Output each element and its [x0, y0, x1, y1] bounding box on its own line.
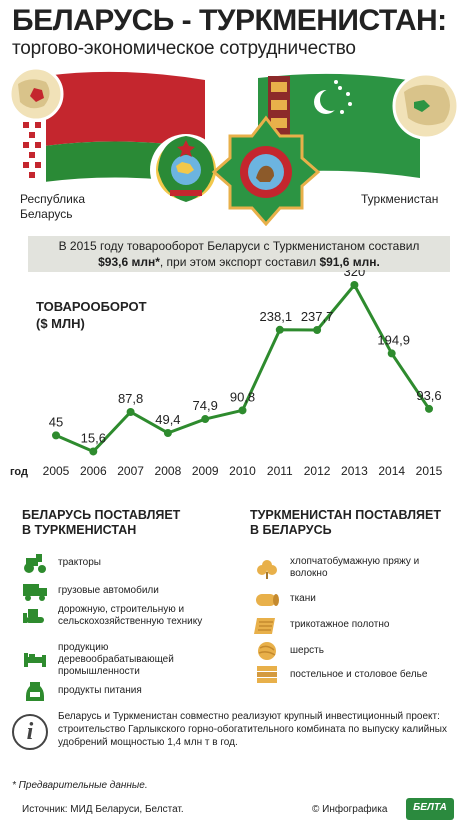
x-tick-label: 2014: [378, 464, 405, 478]
summary-line-1: В 2015 году товарооборот Беларуси с Турк…: [58, 239, 420, 253]
fabric-roll-icon: [254, 588, 280, 610]
list-item: тракторы: [22, 552, 222, 574]
tractor-icon: [22, 552, 48, 574]
belta-logo: БЕЛТА: [406, 798, 454, 820]
x-tick-label: 2011: [267, 464, 293, 478]
turkmenistan-emblem-icon: [211, 115, 321, 227]
investment-note: i Беларусь и Туркменистан совместно реал…: [12, 710, 458, 758]
data-point: [238, 406, 247, 415]
summary-line-2: $93,6 млн*, при этом экспорт составил $9…: [28, 255, 450, 269]
turkmenistan-label: Туркменистан: [361, 192, 439, 206]
source: Источник: МИД Беларуси, Белстат.: [22, 804, 184, 815]
list-item: ткани: [254, 588, 454, 610]
footnote: * Предварительные данные.: [12, 780, 148, 791]
data-label: 237,7: [301, 309, 334, 324]
summary-box: В 2015 году товарооборот Беларуси с Турк…: [28, 236, 450, 272]
chart-title: ТОВАРООБОРОТ ($ МЛН): [36, 299, 147, 331]
knitted-fabric-icon: [254, 614, 280, 636]
list-item: дорожную, строительную и сельскохозяйств…: [22, 604, 222, 628]
data-label: 49,4: [155, 412, 180, 427]
summary-connector: , при этом экспорт составил: [159, 255, 320, 269]
data-label: 93,6: [416, 388, 441, 403]
wool-icon: [254, 640, 280, 662]
belarus-globe-icon: [8, 66, 64, 122]
list-item: грузовые автомобили: [22, 580, 222, 602]
list-item: шерсть: [254, 640, 454, 662]
list-item-label: ткани: [290, 593, 316, 604]
data-point: [126, 407, 135, 416]
data-point: [52, 431, 60, 440]
data-point: [89, 447, 98, 456]
belarus-emblem-icon: [150, 134, 222, 206]
x-tick-label: 2013: [341, 464, 368, 478]
list-item-label: продукцию деревообрабатывающей промышлен…: [58, 642, 174, 677]
bulldozer-icon: [22, 605, 48, 627]
list-item: постельное и столовое белье: [254, 664, 454, 686]
linen-stack-icon: [254, 664, 280, 686]
data-point: [350, 281, 359, 289]
truck-icon: [22, 580, 48, 602]
data-label: 87,8: [118, 391, 143, 406]
belarus-label: Республика Беларусь: [20, 192, 86, 221]
list-item: продукцию деревообрабатывающей промышлен…: [22, 642, 222, 678]
data-label: 15,6: [81, 430, 106, 445]
data-label: 238,1: [260, 309, 293, 324]
list-item-label: шерсть: [290, 645, 324, 656]
data-label: 90,8: [230, 389, 255, 404]
data-label: 45: [49, 414, 63, 429]
cotton-icon: [254, 557, 280, 579]
x-tick-label: 2005: [43, 464, 70, 478]
x-tick-label: 2006: [80, 464, 107, 478]
data-point: [387, 349, 396, 358]
credit: © Инфографика: [312, 804, 388, 815]
data-label: 194,9: [377, 332, 410, 347]
data-label: 320: [344, 270, 366, 279]
data-point: [163, 428, 172, 437]
x-tick-label: 2009: [192, 464, 219, 478]
list-item-label: дорожную, строительную и сельскохозяйств…: [58, 604, 203, 627]
summary-export: $91,6 млн.: [319, 255, 380, 269]
x-axis-label: год: [10, 466, 28, 478]
belarus-exports-heading: БЕЛАРУСЬ ПОСТАВЛЯЕТ В ТУРКМЕНИСТАН: [22, 508, 181, 537]
list-item-label: постельное и столовое белье: [290, 669, 428, 680]
turkmenistan-globe-icon: [392, 72, 460, 140]
flags-illustration: [0, 66, 468, 227]
data-point: [201, 415, 210, 424]
list-item: трикотажное полотно: [254, 614, 454, 636]
list-item-label: тракторы: [58, 557, 101, 568]
info-icon: i: [12, 714, 48, 750]
x-tick-label: 2008: [155, 464, 182, 478]
x-tick-label: 2015: [416, 464, 443, 478]
data-point: [275, 325, 284, 334]
data-point: [425, 404, 433, 413]
list-item: хлопчатобумажную пряжу и волокно: [254, 556, 454, 580]
series-line: [55, 283, 431, 453]
data-label: 74,9: [193, 398, 218, 413]
x-tick-label: 2012: [304, 464, 331, 478]
list-item-label: трикотажное полотно: [290, 619, 390, 630]
x-tick-label: 2007: [117, 464, 144, 478]
bed-icon: [22, 649, 48, 671]
list-item: продукты питания: [22, 680, 222, 702]
list-item-label: продукты питания: [58, 685, 142, 696]
data-point: [313, 326, 322, 335]
list-item-label: грузовые автомобили: [58, 585, 159, 596]
page-subtitle: торгово-экономическое сотрудничество: [12, 38, 356, 59]
summary-total: $93,6 млн*: [98, 255, 160, 269]
milk-jug-icon: [22, 680, 48, 702]
x-tick-label: 2010: [229, 464, 256, 478]
turkmenistan-exports-heading: ТУРКМЕНИСТАН ПОСТАВЛЯЕТ В БЕЛАРУСЬ: [250, 508, 441, 537]
trade-turnover-chart: 45 15,6 87,8 49,4 74,9 90,8 238,1 237,7 320 194,9…: [10, 270, 443, 478]
list-item-label: хлопчатобумажную пряжу и волокно: [290, 556, 420, 579]
page-title: БЕЛАРУСЬ - ТУРКМЕНИСТАН:: [12, 4, 447, 37]
note-text: Беларусь и Туркменистан совместно реализ…: [58, 711, 447, 748]
